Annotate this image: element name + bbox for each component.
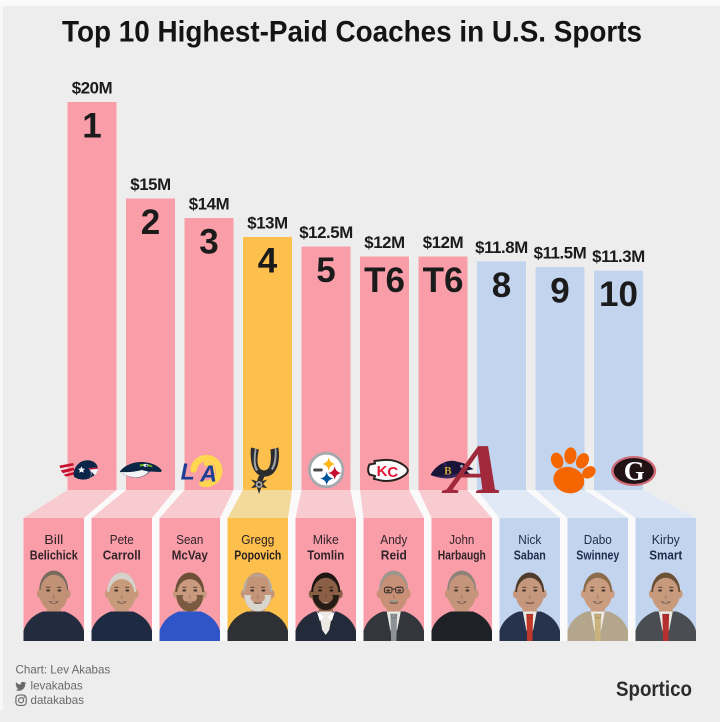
svg-text:$11.3M: $11.3M: [592, 247, 645, 266]
svg-text:Carroll: Carroll: [103, 549, 141, 563]
svg-text:Swinney: Swinney: [576, 549, 619, 563]
svg-text:$11.8M: $11.8M: [475, 238, 528, 257]
svg-text:datakabas: datakabas: [31, 694, 85, 707]
svg-text:Nick: Nick: [518, 533, 542, 547]
svg-text:2: 2: [141, 203, 160, 242]
svg-text:3: 3: [199, 223, 218, 262]
svg-text:C: C: [387, 464, 398, 481]
svg-text:Smart: Smart: [649, 549, 683, 563]
svg-text:T6: T6: [423, 261, 464, 300]
svg-text:Dabo: Dabo: [584, 533, 612, 547]
svg-text:G: G: [624, 456, 645, 486]
svg-text:5: 5: [316, 251, 335, 290]
svg-text:Bill: Bill: [44, 533, 63, 547]
svg-text:Tomlin: Tomlin: [307, 549, 344, 563]
svg-text:B: B: [444, 465, 452, 477]
svg-text:4: 4: [258, 242, 278, 281]
svg-text:A: A: [199, 460, 217, 486]
svg-text:$14M: $14M: [189, 195, 229, 214]
svg-text:1: 1: [82, 107, 101, 146]
svg-text:$12M: $12M: [364, 233, 404, 252]
svg-text:Popovich: Popovich: [234, 549, 281, 563]
svg-text:Chart: Lev Akabas: Chart: Lev Akabas: [16, 664, 111, 677]
svg-text:Mike: Mike: [313, 533, 339, 547]
svg-text:$20M: $20M: [72, 79, 112, 98]
svg-text:Pete: Pete: [110, 533, 134, 547]
svg-text:Kirby: Kirby: [652, 533, 681, 547]
svg-text:Sportico: Sportico: [616, 677, 692, 701]
svg-text:A: A: [439, 430, 508, 509]
svg-text:Belichick: Belichick: [30, 549, 79, 563]
svg-text:$13M: $13M: [247, 214, 287, 233]
svg-text:Saban: Saban: [514, 549, 546, 563]
svg-text:John: John: [449, 533, 474, 547]
svg-text:L: L: [181, 458, 195, 484]
svg-text:8: 8: [492, 266, 511, 305]
svg-text:McVay: McVay: [172, 549, 208, 563]
svg-text:levakabas: levakabas: [31, 680, 83, 693]
svg-text:T6: T6: [364, 261, 405, 300]
svg-text:$12.5M: $12.5M: [299, 223, 353, 242]
svg-text:Top 10 Highest-Paid Coaches in: Top 10 Highest-Paid Coaches in U.S. Spor…: [62, 16, 642, 49]
svg-text:10: 10: [599, 275, 638, 314]
svg-text:$11.5M: $11.5M: [534, 244, 587, 263]
svg-text:Andy: Andy: [380, 533, 408, 547]
svg-text:9: 9: [550, 272, 569, 311]
svg-text:$15M: $15M: [130, 175, 170, 194]
svg-text:Harbaugh: Harbaugh: [438, 549, 486, 563]
svg-text:Sean: Sean: [176, 533, 203, 547]
svg-text:Reid: Reid: [381, 549, 407, 563]
svg-text:K: K: [377, 463, 388, 480]
svg-text:Gregg: Gregg: [241, 533, 274, 547]
svg-text:$12M: $12M: [423, 233, 463, 252]
